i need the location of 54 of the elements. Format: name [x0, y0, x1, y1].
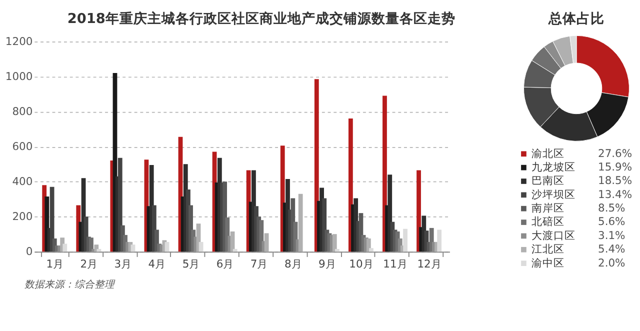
bar [335, 248, 340, 252]
y-tick-label: 600 [12, 140, 33, 153]
y-tick-label: 800 [12, 104, 33, 118]
x-tick-label: 8月 [284, 258, 302, 271]
x-tick-label: 4月 [148, 258, 166, 271]
x-tick-label: 10月 [349, 258, 374, 271]
bar [232, 248, 238, 252]
data-label: 2.0% [598, 256, 626, 270]
x-tick-label: 3月 [114, 258, 132, 271]
legend-label: 九龙坡区 [532, 160, 576, 174]
data-label: 8.5% [598, 202, 626, 215]
legend-label: 南岸区 [532, 202, 565, 215]
source-note: 数据来源：综合整理 [24, 278, 116, 291]
data-label: 15.9% [598, 160, 632, 174]
bar [96, 248, 102, 252]
data-label: 13.4% [598, 188, 632, 201]
x-tick-label: 7月 [250, 258, 268, 271]
legend-label: 巴南区 [532, 174, 565, 188]
y-tick-label: 0 [26, 245, 33, 258]
y-tick-label: 1000 [5, 70, 33, 83]
legend-label: 大渡口区 [532, 228, 576, 242]
chart-title: 总体占比 [547, 10, 604, 27]
y-tick-label: 200 [12, 210, 33, 224]
bar [437, 230, 442, 252]
bar [50, 186, 54, 252]
data-label: 27.6% [598, 146, 632, 160]
bar [164, 242, 170, 252]
data-label: 18.5% [598, 174, 632, 188]
data-label: 5.4% [598, 242, 626, 256]
bar [89, 238, 94, 252]
x-tick-label: 11月 [383, 258, 408, 271]
y-tick-label: 1200 [5, 34, 33, 48]
bar [264, 233, 269, 252]
legend-label: 渝北区 [532, 146, 565, 160]
bar [198, 242, 204, 252]
chart-title: 2018年重庆主城各行政区社区商业地产成交铺源数量各区走势 [67, 10, 456, 27]
x-tick-label: 2月 [80, 258, 98, 271]
x-tick-label: 5月 [182, 258, 200, 271]
data-label: 5.6% [598, 215, 626, 228]
bar [369, 248, 374, 252]
legend-label: 渝中区 [532, 256, 565, 270]
legend-label: 沙坪坝区 [532, 188, 576, 201]
x-tick-label: 9月 [318, 258, 336, 271]
bar [62, 244, 68, 252]
x-tick-label: 12月 [417, 258, 442, 271]
x-tick-label: 6月 [216, 258, 234, 271]
bar [332, 234, 337, 252]
legend-label: 江北区 [532, 242, 565, 256]
data-label: 3.1% [598, 228, 626, 242]
y-tick-label: 400 [12, 174, 33, 188]
legend-label: 北碚区 [532, 215, 565, 228]
bar [403, 228, 408, 252]
x-tick-label: 1月 [46, 258, 64, 271]
bar [130, 244, 136, 252]
